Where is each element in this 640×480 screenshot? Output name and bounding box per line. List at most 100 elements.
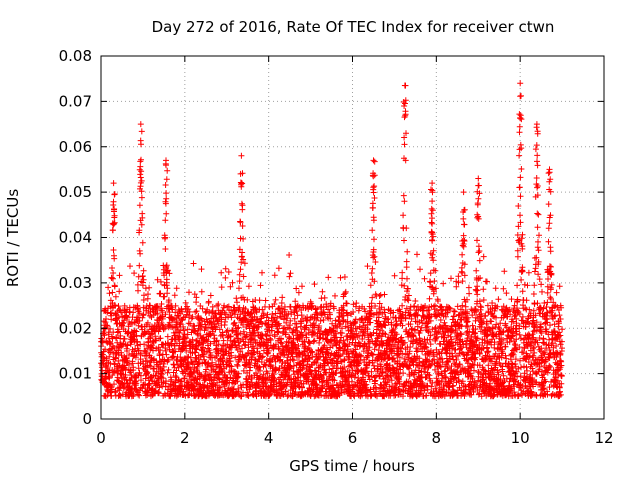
data-point [141,292,147,299]
data-point [538,281,545,288]
data-point [228,349,235,356]
data-point [105,331,112,338]
data-point [287,270,294,277]
data-point [264,370,271,377]
data-point [432,302,438,309]
data-point [213,324,220,331]
data-point [165,366,172,373]
data-point [191,291,198,298]
data-point [519,268,526,275]
data-point [271,333,278,340]
data-point [124,314,131,321]
data-point [466,290,473,297]
data-point [295,289,302,296]
data-point [144,369,151,376]
data-point [222,265,229,272]
data-point [427,341,434,348]
data-point [222,274,229,281]
data-point [292,298,299,305]
data-point [160,363,167,370]
data-point [115,314,122,321]
data-point [278,300,285,306]
data-point [256,297,263,304]
data-point [108,309,115,316]
data-point [215,320,222,327]
data-point [219,332,226,339]
data-point [154,310,161,317]
data-point [414,251,420,258]
data-point [526,306,533,313]
data-point [193,294,200,301]
data-point [234,299,240,306]
data-point [140,311,147,318]
data-point [154,276,161,283]
data-point [144,345,150,352]
data-point [207,340,214,347]
data-point [511,341,518,348]
data-point [147,302,154,309]
data-point [530,291,537,297]
data-point [103,316,109,322]
data-point [224,375,231,382]
data-point [112,354,119,361]
data-point [298,312,305,319]
data-point [368,270,375,276]
data-point [299,283,305,290]
data-point [218,316,225,323]
data-point [172,302,179,309]
data-point [113,320,120,327]
data-point [401,141,408,148]
data-point [227,358,234,365]
data-point [417,266,423,273]
data-point [429,207,436,214]
data-point [143,370,150,377]
data-point [207,371,213,378]
data-point [111,381,117,388]
data-point [519,288,526,295]
data-point [110,369,117,376]
data-point [369,227,376,234]
data-point [275,329,282,335]
data-point [177,326,184,333]
data-point [139,279,146,286]
data-point [236,278,243,285]
data-point [122,366,129,373]
data-point [465,284,472,291]
data-point [101,332,108,339]
data-point [238,200,245,207]
data-point [186,289,192,296]
data-point [166,309,173,316]
data-point [518,166,525,172]
data-point [399,269,406,276]
data-point [242,342,249,349]
data-point [243,384,250,391]
data-point [211,323,218,330]
data-point [108,386,115,393]
data-point [263,333,270,339]
data-point [176,342,183,349]
data-point [126,361,132,368]
data-point [171,379,178,386]
data-point [130,309,137,316]
data-point [473,267,480,274]
data-point [451,308,458,315]
data-point [207,319,214,326]
data-point [517,212,523,219]
data-point [269,322,276,329]
data-point [252,333,258,339]
data-point [264,311,271,318]
data-point [180,327,187,334]
data-point [109,289,116,296]
data-point [105,284,112,291]
data-point [131,270,138,277]
data-point [132,354,139,361]
data-point [129,358,136,365]
data-point [116,288,123,295]
data-point [135,287,141,294]
data-point [139,214,146,221]
data-point [405,297,412,304]
data-point [140,276,147,283]
data-point [215,341,222,348]
data-point [224,334,231,341]
data-point [138,377,144,384]
